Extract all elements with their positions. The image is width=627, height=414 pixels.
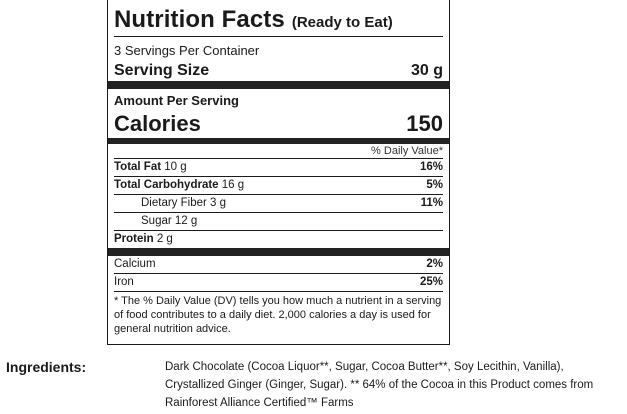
nutrient-dv: 5% xyxy=(426,179,443,191)
nutrient-dv: 11% xyxy=(420,197,443,209)
nutrient-amount: 12 g xyxy=(174,215,198,227)
nutrient-name: Total Fat xyxy=(114,161,162,173)
nutrient-amount: 16 g xyxy=(221,179,245,191)
mineral-row-iron: Iron 25% xyxy=(114,274,443,291)
thick-divider xyxy=(108,248,449,256)
label-header: Nutrition Facts (Ready to Eat) xyxy=(114,6,443,37)
medium-divider xyxy=(108,138,449,144)
nutrient-row-protein: Protein 2 g xyxy=(114,231,443,248)
calories-row: Calories 150 xyxy=(114,111,443,138)
nutrient-row-sugar: Sugar 12 g xyxy=(114,213,443,231)
mineral-row-calcium: Calcium 2% xyxy=(114,256,443,274)
nutrient-row-total-carbohydrate: Total Carbohydrate 16 g 5% xyxy=(114,177,443,195)
label-title-note: (Ready to Eat) xyxy=(291,14,393,31)
daily-value-header: % Daily Value* xyxy=(114,144,443,159)
mineral-name: Iron xyxy=(114,276,134,288)
amount-per-serving: Amount Per Serving xyxy=(114,93,239,108)
nutrition-facts-label: Nutrition Facts (Ready to Eat) 3 Serving… xyxy=(107,0,450,345)
ingredients-text: Dark Chocolate (Cocoa Liquor**, Sugar, C… xyxy=(165,361,594,409)
nutrient-dv: 16% xyxy=(419,161,443,173)
serving-size-label: Serving Size xyxy=(114,62,210,79)
nutrient-amount: 3 g xyxy=(210,197,227,209)
daily-value-footnote: * The % Daily Value (DV) tells you how m… xyxy=(114,291,443,336)
calories-value: 150 xyxy=(406,111,443,136)
nutrient-name: Total Carbohydrate xyxy=(114,179,219,191)
nutrient-row-dietary-fiber: Dietary Fiber 3 g 11% xyxy=(114,195,443,213)
nutrient-name: Dietary Fiber xyxy=(141,197,207,209)
nutrient-row-total-fat: Total Fat 10 g 16% xyxy=(114,159,443,177)
label-title: Nutrition Facts xyxy=(114,6,285,33)
serving-size-row: Serving Size 30 g xyxy=(114,62,443,81)
servings-per-container: 3 Servings Per Container xyxy=(114,43,260,58)
mineral-dv: 2% xyxy=(426,258,443,270)
mineral-dv: 25% xyxy=(419,276,443,288)
ingredients-label: Ingredients: xyxy=(6,359,87,375)
thick-divider xyxy=(108,81,449,89)
mineral-name: Calcium xyxy=(114,258,156,270)
nutrient-amount: 2 g xyxy=(156,233,173,245)
nutrient-name: Sugar xyxy=(141,215,172,227)
serving-size-value: 30 g xyxy=(410,62,443,79)
nutrient-name: Protein xyxy=(114,233,154,245)
nutrient-amount: 10 g xyxy=(164,161,187,173)
calories-label: Calories xyxy=(114,111,201,136)
